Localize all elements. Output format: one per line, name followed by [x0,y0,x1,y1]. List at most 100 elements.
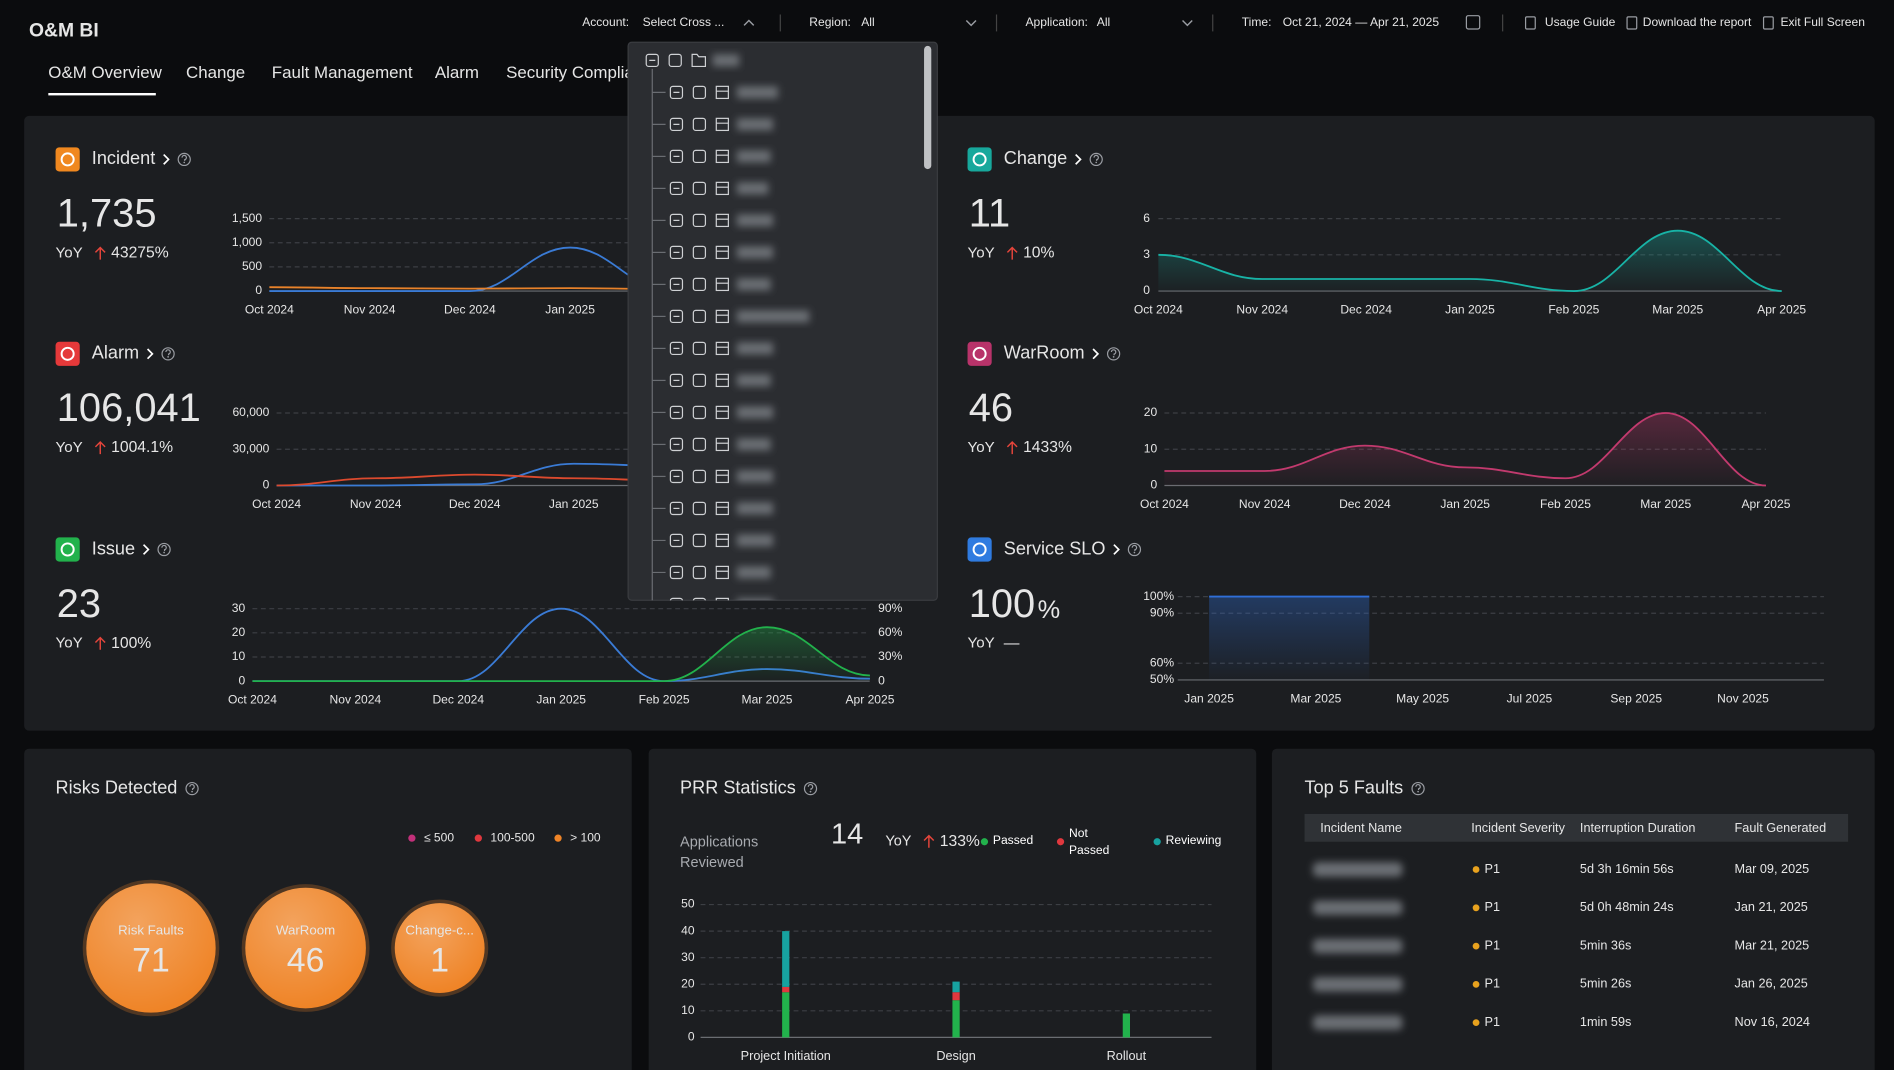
checkbox[interactable] [692,181,707,196]
card-title[interactable]: Issue [92,538,135,558]
help-icon[interactable] [1106,347,1121,361]
header-link[interactable]: Usage Guide [1545,15,1616,29]
x-tick-label: Apr 2025 [1757,303,1806,317]
yoy-change: 43275% [111,245,169,262]
legend-label-box: Reviewing [1166,835,1222,848]
checkbox[interactable] [692,437,707,452]
card-title[interactable]: Incident [92,148,155,168]
checkbox[interactable] [692,277,707,292]
checkbox[interactable] [692,245,707,260]
checkbox[interactable] [692,373,707,388]
collapse-box[interactable] [669,149,684,164]
header-link[interactable]: Exit Full Screen [1780,15,1864,29]
checkbox[interactable] [692,565,707,580]
tab[interactable]: Alarm [435,63,479,82]
x-tick-label: Nov 2025 [1717,691,1769,705]
tab[interactable]: O&M Overview [48,63,162,82]
card-title[interactable]: WarRoom [1004,343,1085,363]
yoy-label: YoY [968,635,995,652]
filter-value[interactable]: Select Cross ... [643,15,725,29]
checkbox[interactable] [692,469,707,484]
duration: 5d 0h 48min 24s [1580,900,1674,914]
checkbox[interactable] [692,149,707,164]
overview-panel [24,115,1875,731]
collapse-box[interactable] [669,533,684,548]
trend-arrow [1006,440,1018,455]
y2-tick-label: 60% [878,625,902,639]
checkbox[interactable] [692,117,707,132]
table-icon [715,469,729,484]
help-icon[interactable] [1089,152,1103,167]
x-tick-label: Jul 2025 [1507,691,1553,705]
card-title[interactable]: Alarm [92,343,139,363]
collapse-box[interactable] [645,53,659,68]
help-icon[interactable] [177,152,191,167]
collapse-box[interactable] [669,309,684,324]
checkbox[interactable] [692,213,707,228]
x-tick-label: Mar 2025 [1290,691,1341,705]
checkbox[interactable] [692,533,707,548]
legend-dot [554,834,562,842]
help-icon[interactable] [185,781,199,796]
collapse-box[interactable] [669,501,684,516]
card-icon-glyph [972,542,987,557]
checkbox[interactable] [692,85,707,100]
tab[interactable]: Security Compliance [506,63,661,82]
collapse-box[interactable] [669,245,684,260]
help-icon[interactable] [803,781,818,796]
blurred-label [736,182,769,195]
checkbox[interactable] [692,597,706,610]
checkbox[interactable] [668,53,682,68]
checkbox[interactable] [692,341,707,356]
collapse-box[interactable] [669,597,684,610]
collapse-box[interactable] [669,277,684,292]
checkbox[interactable] [692,309,707,324]
filter-value[interactable]: All [1097,15,1110,29]
blurred-label [736,534,774,547]
checkbox[interactable] [692,501,707,516]
collapse-box[interactable] [669,373,684,388]
table-icon [715,565,729,580]
trend-arrow [94,440,106,455]
checkbox[interactable] [692,405,707,420]
bubble-label: WarRoom [276,923,335,938]
header-link[interactable]: Download the report [1643,15,1752,29]
series-area [1158,230,1782,292]
help-icon[interactable] [157,542,171,557]
card-value: 106,041 [57,386,201,430]
card-title[interactable]: Change [1004,148,1067,168]
severity: P1 [1485,938,1501,952]
help-icon[interactable] [1127,542,1142,557]
collapse-box[interactable] [669,181,684,196]
help-icon[interactable] [1411,781,1425,796]
generated: Mar 09, 2025 [1735,862,1810,876]
collapse-box[interactable] [669,405,684,420]
x-tick-label: Dec 2024 [449,497,501,511]
collapse-box[interactable] [669,565,684,580]
card-title[interactable]: Service SLO [1004,538,1106,558]
collapse-box[interactable] [669,437,684,452]
tab[interactable]: Change [186,63,245,82]
bar-segment [952,992,960,1001]
tab[interactable]: Fault Management [272,63,413,82]
collapse-box[interactable] [669,85,684,100]
generated: Jan 21, 2025 [1735,900,1808,914]
x-tick-label: Jan 2025 [1445,303,1495,317]
card-icon-glyph [60,542,75,557]
collapse-box[interactable] [669,213,684,228]
table-icon [715,501,729,516]
duration: 5min 36s [1580,938,1631,952]
filter-value[interactable]: All [861,15,874,29]
card-value: 23 [57,582,101,626]
chevron [1182,20,1193,27]
collapse-box[interactable] [669,469,684,484]
collapse-box[interactable] [669,341,684,356]
help-icon[interactable] [161,347,175,361]
yoy-label: YoY [56,439,83,456]
card-arrow [1075,153,1082,165]
table-icon [715,597,729,601]
filter-value[interactable]: Oct 21, 2024 — Apr 21, 2025 [1283,15,1440,29]
collapse-box[interactable] [669,117,684,132]
scrollbar[interactable] [924,45,932,170]
table-icon [715,181,729,196]
